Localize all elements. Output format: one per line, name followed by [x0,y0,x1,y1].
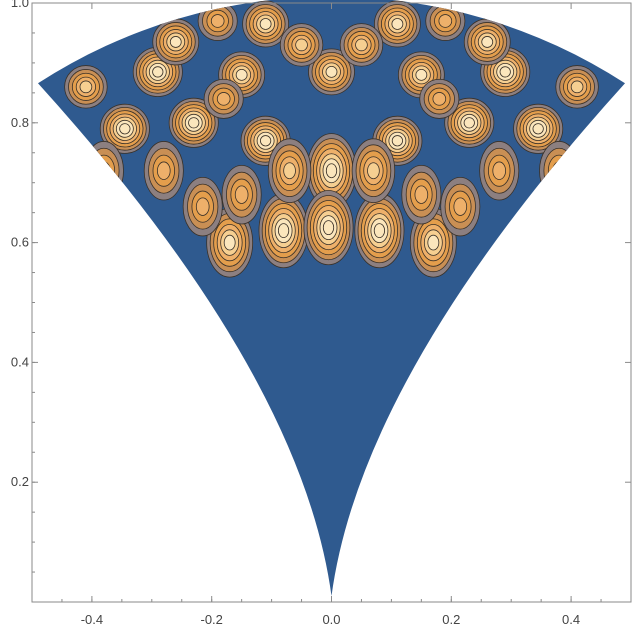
contour-peak [267,138,312,204]
contour-level-5 [427,234,440,251]
contour-level-6 [325,163,338,179]
contour-peak [463,18,511,66]
contour-level-3 [438,14,453,28]
x-axis: -0.4 -0.2 0.0 0.2 0.4 [31,3,632,627]
contour-peak [64,65,108,109]
contour-level-6 [463,117,475,129]
contour-peak [197,0,238,41]
contour-level-6 [373,223,386,239]
contour-level-6 [152,66,164,78]
contour-peak [308,48,355,96]
contour-peak [143,141,184,201]
contour-level-5 [235,68,248,81]
contour-level-6 [499,66,511,78]
contour-peak [401,164,442,225]
contour-level-3 [234,185,249,204]
contour-peak [152,18,200,66]
y-tick-label: 0.4 [11,354,29,369]
y-axis: 0.2 0.4 0.6 0.8 1.0 [11,0,631,573]
contour-level-4 [355,38,368,52]
contour-level-4 [367,162,380,180]
contour-peak [182,176,223,237]
contour-level-3 [216,92,231,106]
contour-level-5 [325,65,338,78]
y-tick-label: 0.8 [11,115,29,130]
contour-peak [440,176,481,237]
y-tick-label: 0.2 [11,474,29,489]
contour-level-6 [277,223,290,239]
contour-peak [351,138,396,204]
contour-peak [354,193,405,269]
contour-level-5 [169,36,182,48]
contour-level-5 [391,18,404,30]
contour-level-6 [119,123,131,135]
contour-layer [64,0,599,278]
contour-peak [555,65,599,109]
contour-level-3 [414,185,429,204]
contour-level-3 [492,161,507,180]
contour-level-6 [260,135,272,147]
x-tick-label: 0.2 [442,612,460,627]
contour-peak [279,23,324,67]
x-tick-label: 0.4 [562,612,580,627]
contour-peak [306,133,357,209]
contour-level-5 [415,68,428,81]
contour-peak [339,23,384,67]
contour-peak [168,97,219,148]
contour-level-5 [481,36,494,48]
contour-peak [444,97,495,148]
contour-peak [242,0,290,48]
contour-level-6 [322,220,335,236]
contour-level-3 [195,197,210,216]
contour-peak [479,141,520,201]
contour-level-4 [79,80,93,94]
x-tick-label: 0.0 [322,612,340,627]
y-tick-label: 0.6 [11,235,29,250]
contour-level-3 [156,161,171,180]
contour-level-3 [453,197,468,216]
contour-level-4 [570,80,584,94]
y-tick-label: 1.0 [11,0,29,10]
contour-level-3 [432,92,447,106]
contour-level-4 [295,38,308,52]
contour-level-6 [188,117,200,129]
contour-peak [513,103,564,154]
contour-peak [221,164,262,225]
contour-peak [397,51,445,99]
contour-level-6 [532,123,544,135]
contour-level-4 [283,162,296,180]
contour-level-3 [210,14,225,28]
contour-peak [258,193,309,269]
contour-peak [373,0,421,48]
contour-level-6 [391,135,403,147]
contour-level-5 [223,234,236,251]
contour-peak [419,78,460,119]
region-layer [37,0,626,596]
x-tick-label: -0.2 [200,612,222,627]
contour-peak [203,78,244,119]
domain-region [37,0,626,596]
contour-level-5 [259,18,272,30]
x-tick-label: -0.4 [81,612,103,627]
contour-peak [99,103,150,154]
contour-peak [425,0,466,41]
contour-peak [303,190,354,266]
